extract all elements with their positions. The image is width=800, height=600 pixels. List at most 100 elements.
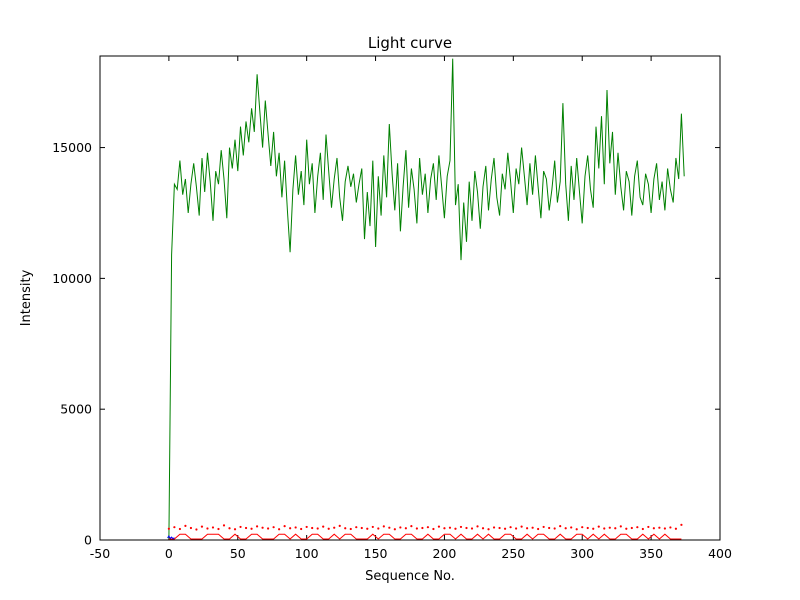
x-tick-label: 200	[433, 546, 457, 561]
series-point-sky-background	[559, 525, 562, 528]
series-point-sky-background	[200, 525, 204, 528]
series-point-sky-background	[575, 528, 578, 531]
series-point-sky-background	[526, 527, 529, 530]
x-tick-label: 350	[639, 546, 663, 561]
tick-marks	[99, 56, 721, 541]
series-point-sky-background	[443, 527, 446, 530]
series-line-reference-mark	[167, 535, 175, 540]
x-tick-label: 250	[501, 546, 525, 561]
y-axis-label: Intensity	[19, 269, 34, 326]
series-point-sky-background	[669, 526, 672, 529]
data-series	[167, 58, 685, 540]
series-point-sky-background	[327, 527, 330, 530]
series-point-sky-background	[399, 526, 402, 529]
y-tick-label: 5000	[60, 402, 92, 417]
series-point-sky-background	[250, 527, 253, 530]
series-point-sky-background	[178, 527, 182, 531]
series-point-sky-background	[481, 527, 485, 530]
series-point-sky-background	[272, 526, 275, 529]
series-point-sky-background	[371, 525, 374, 529]
series-point-sky-background	[239, 525, 242, 529]
series-point-sky-background	[404, 527, 407, 530]
series-point-sky-background	[278, 528, 281, 531]
series-point-sky-background	[658, 526, 661, 529]
series-point-sky-background	[454, 527, 457, 530]
series-point-sky-background	[355, 526, 358, 529]
series-point-sky-background	[487, 528, 490, 531]
series-point-sky-background	[382, 525, 385, 528]
series-point-sky-background	[217, 527, 220, 531]
series-point-sky-background	[514, 527, 518, 530]
x-tick-label: 50	[230, 546, 246, 561]
series-point-sky-background	[261, 526, 264, 529]
series-point-sky-background	[542, 525, 545, 529]
series-point-sky-background	[300, 527, 303, 531]
series-point-sky-background	[564, 527, 567, 530]
series-point-sky-background	[211, 526, 215, 529]
series-point-sky-background	[366, 527, 369, 530]
series-point-sky-background	[338, 524, 341, 527]
series-point-sky-background	[289, 527, 292, 530]
series-point-sky-background	[421, 526, 424, 530]
x-tick-label: -50	[90, 546, 110, 561]
series-point-sky-background	[195, 528, 198, 531]
series-point-sky-background	[652, 527, 655, 530]
series-point-sky-background	[437, 525, 441, 528]
series-point-sky-background	[586, 526, 589, 530]
series-point-sky-background	[608, 526, 611, 529]
series-point-sky-background	[674, 527, 678, 530]
x-tick-label: 100	[295, 546, 319, 561]
series-point-sky-background	[476, 525, 479, 528]
x-tick-label: 400	[708, 546, 732, 561]
series-point-sky-background	[630, 526, 633, 530]
series-point-sky-background	[393, 528, 396, 531]
y-tick-label: 0	[84, 533, 92, 548]
series-point-sky-background	[459, 525, 463, 529]
series-point-sky-background	[592, 527, 595, 530]
series-point-sky-background	[537, 527, 540, 531]
series-point-sky-background	[531, 526, 534, 529]
series-point-sky-background	[636, 526, 639, 529]
tick-labels: -50 0 50 100 150 200 250 300 350 4000500010000150…	[52, 140, 732, 561]
series-point-sky-background	[266, 527, 270, 530]
series-point-sky-background	[570, 526, 573, 529]
series-point-sky-background	[360, 526, 363, 530]
series-point-sky-background	[173, 526, 176, 529]
series-point-sky-background	[294, 526, 297, 529]
series-point-sky-background	[548, 526, 551, 530]
series-point-sky-background	[663, 527, 666, 530]
series-point-sky-background	[647, 525, 650, 529]
series-point-sky-background	[189, 526, 193, 530]
series-point-sky-background	[410, 525, 413, 528]
series-point-sky-background	[305, 525, 308, 529]
series-point-sky-background	[520, 525, 523, 528]
series-point-sky-background	[470, 527, 474, 530]
series-point-sky-background	[581, 526, 584, 529]
series-point-sky-background	[597, 525, 600, 528]
series-point-sky-background	[503, 527, 507, 530]
chart-title: Light curve	[368, 34, 452, 52]
series-point-sky-background	[498, 526, 501, 530]
series-point-sky-background	[316, 527, 319, 530]
x-tick-label: 0	[165, 546, 173, 561]
series-point-sky-background	[255, 525, 259, 528]
series-point-sky-background	[448, 526, 452, 529]
series-point-sky-background	[233, 528, 237, 531]
series-point-sky-background	[333, 526, 336, 529]
series-point-sky-background	[222, 524, 226, 527]
series-point-sky-background	[614, 527, 617, 530]
series-point-sky-background	[311, 526, 314, 530]
series-point-sky-background	[388, 526, 391, 529]
series-point-sky-background	[283, 525, 286, 528]
x-axis-label: Sequence No.	[365, 569, 455, 584]
series-point-sky-background	[492, 526, 496, 529]
series-point-sky-background	[322, 525, 325, 528]
series-point-sky-background	[553, 527, 556, 530]
series-point-sky-background	[509, 526, 512, 529]
series-point-sky-background	[344, 527, 347, 530]
x-tick-label: 300	[570, 546, 594, 561]
series-point-sky-background	[641, 527, 644, 531]
series-point-sky-background	[432, 527, 435, 531]
series-point-sky-background	[167, 527, 170, 530]
